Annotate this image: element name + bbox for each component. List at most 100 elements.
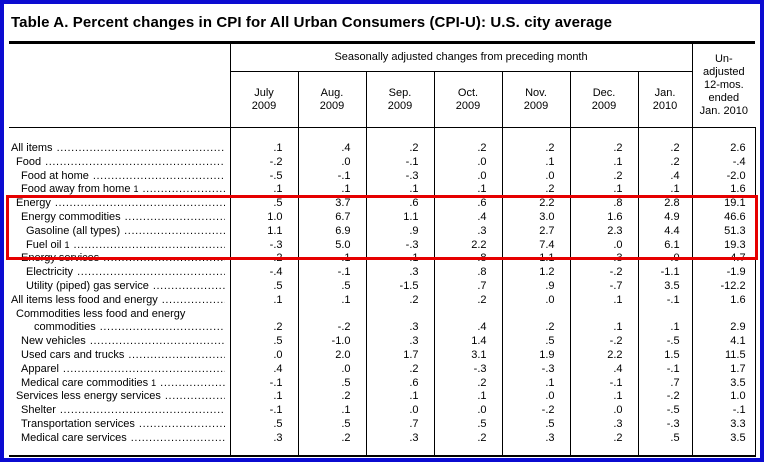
cell-value: 19.1: [691, 197, 756, 211]
table-row: Gasoline (all types)....................…: [9, 224, 756, 239]
cell-value: .4: [229, 362, 299, 377]
cell-value: -1.1: [637, 266, 693, 280]
cell-value: .1: [297, 183, 367, 198]
cell-value: .4: [297, 127, 367, 156]
cell-value: .0: [501, 293, 571, 308]
cell-value: -.3: [229, 238, 299, 253]
cell-value: .4: [433, 307, 503, 336]
cell-value: 6.1: [637, 238, 693, 253]
row-label: Medical care services...................…: [21, 431, 225, 444]
footnote-marker: 1: [133, 184, 139, 195]
table-header: Seasonally adjusted changes from precedi…: [9, 42, 756, 128]
cell-value: 1.0: [691, 390, 756, 405]
cell-value: .1: [569, 155, 639, 170]
cell-value: .3: [569, 417, 639, 432]
cell-value: .0: [569, 404, 639, 418]
cell-value: .1: [501, 155, 571, 170]
cell-value: -1.5: [365, 279, 435, 294]
row-label: Electricity.............................…: [26, 266, 225, 279]
cell-value: .1: [569, 390, 639, 405]
row-label: Energy services.........................…: [21, 252, 225, 265]
unadjusted-column-header: Un-adjusted 12-mos. ended Jan. 2010: [691, 42, 756, 128]
cell-value: 2.2: [433, 238, 503, 253]
cell-value: 1.1: [229, 224, 299, 239]
row-label: Services less energy services...........…: [16, 390, 225, 403]
cell-value: 1.1: [365, 210, 435, 225]
row-label: Shelter.................................…: [21, 404, 225, 417]
column-header: Jan. 2010: [637, 71, 693, 128]
cell-value: .5: [501, 335, 571, 349]
row-label: Energy..................................…: [16, 197, 225, 210]
footnote-marker: 1: [151, 377, 157, 388]
table-row: Medical care services...................…: [9, 431, 756, 456]
cell-value: 2.6: [691, 127, 756, 156]
cell-value: .1: [365, 390, 435, 405]
cell-value: .2: [501, 183, 571, 198]
cell-value: .6: [433, 197, 503, 211]
row-label: Medical care commodities 1...............…: [21, 376, 225, 389]
cell-value: .4: [637, 169, 693, 184]
table-title: Table A. Percent changes in CPI for All …: [11, 14, 613, 31]
cell-value: 2.0: [297, 348, 367, 363]
cell-value: 3.5: [637, 279, 693, 294]
cell-value: .1: [569, 183, 639, 198]
cell-value: -12.2: [691, 279, 756, 294]
row-label: Utility (piped) gas service.............…: [26, 279, 225, 292]
table-row: Used cars and trucks....................…: [9, 348, 756, 363]
cell-value: -.1: [569, 376, 639, 391]
table-row: New vehicles............................…: [9, 335, 756, 349]
cell-value: .1: [229, 390, 299, 405]
cell-value: -2.0: [691, 169, 756, 184]
seasonally-adjusted-group-header: Seasonally adjusted changes from precedi…: [229, 42, 693, 72]
cell-value: .2: [229, 307, 299, 336]
table-row: Energy commodities......................…: [9, 210, 756, 225]
cell-value: -.2: [229, 155, 299, 170]
cell-value: -.2: [229, 252, 299, 267]
cell-value: .5: [229, 417, 299, 432]
table-row: Services less energy services...........…: [9, 390, 756, 405]
cell-value: 3.7: [297, 197, 367, 211]
row-label: Food at home............................…: [21, 169, 225, 182]
cell-value: 4.1: [691, 335, 756, 349]
cell-value: -.2: [569, 266, 639, 280]
cell-value: 6.9: [297, 224, 367, 239]
cell-value: .6: [365, 376, 435, 391]
row-label: Transportation services.................…: [21, 417, 225, 430]
cell-value: -.2: [569, 335, 639, 349]
row-label: Food away from home 1....................…: [21, 183, 225, 196]
row-label: Gasoline (all types)....................…: [26, 224, 225, 237]
cell-value: .2: [365, 362, 435, 377]
cell-value: .2: [297, 431, 367, 456]
cell-value: .8: [433, 266, 503, 280]
cell-value: .2: [569, 431, 639, 456]
cell-value: .8: [569, 197, 639, 211]
cell-value: .2: [365, 293, 435, 308]
cell-value: 1.4: [433, 335, 503, 349]
cpi-table: Seasonally adjusted changes from precedi…: [9, 41, 756, 457]
cell-value: -.2: [501, 404, 571, 418]
table-row: Fuel oil 1...............................…: [9, 238, 756, 253]
cell-value: 2.3: [569, 224, 639, 239]
cell-value: .1: [297, 404, 367, 418]
cell-value: 4.4: [637, 224, 693, 239]
cell-value: 3.3: [691, 417, 756, 432]
table-row: Transportation services.................…: [9, 417, 756, 432]
cell-value: 1.6: [691, 293, 756, 308]
cell-value: .1: [297, 252, 367, 267]
cell-value: .1: [365, 183, 435, 198]
cell-value: .1: [637, 307, 693, 336]
row-label: Commodities less food and energy commodit…: [16, 307, 225, 334]
cell-value: -.1: [365, 155, 435, 170]
column-header: Nov. 2009: [501, 71, 571, 128]
cell-value: .3: [433, 224, 503, 239]
table-row: Energy services.........................…: [9, 252, 756, 267]
table-row: All items...............................…: [9, 127, 756, 156]
cell-value: .5: [501, 417, 571, 432]
cell-value: 3.1: [433, 348, 503, 363]
cell-value: -.1: [297, 266, 367, 280]
cell-value: -.4: [691, 155, 756, 170]
cell-value: 2.9: [691, 307, 756, 336]
table-row: Shelter.................................…: [9, 404, 756, 418]
cell-value: 1.7: [365, 348, 435, 363]
